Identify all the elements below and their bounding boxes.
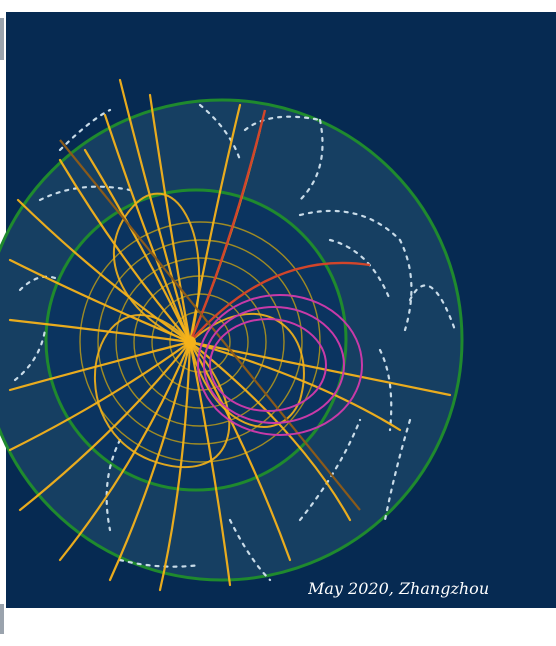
- particle-track: [8, 340, 192, 392]
- hit-trail: [58, 108, 112, 152]
- particle-track: [83, 148, 192, 344]
- handwritten-signature: May 2020, Zhangzhou: [307, 579, 489, 598]
- particle-track: [108, 340, 192, 582]
- particle-tracks: [8, 78, 452, 592]
- detector-hits: [13, 103, 457, 582]
- tracker-ring: [115, 257, 285, 427]
- tracker-ring: [79, 221, 321, 463]
- hit-trail: [408, 284, 457, 332]
- hit-trail: [13, 328, 47, 382]
- hit-trail: [328, 238, 392, 302]
- magenta-spiral: [209, 318, 327, 412]
- hit-trail: [118, 558, 202, 568]
- particle-track: [148, 93, 192, 344]
- particle-track: [58, 340, 192, 562]
- hit-trail: [378, 348, 393, 432]
- particle-track: [18, 340, 192, 512]
- artist-signature: May 2020, Zhangzhou: [307, 568, 548, 608]
- particle-track: [8, 258, 192, 344]
- red-track: [189, 261, 371, 343]
- particle-track: [8, 340, 192, 452]
- particle-track: [8, 318, 192, 344]
- particle-track: [188, 340, 402, 432]
- hit-trail: [298, 118, 324, 202]
- hit-trail: [198, 103, 242, 162]
- left-edge-mark-top: [0, 18, 4, 60]
- hit-trail: [105, 438, 122, 532]
- hit-trail: [228, 518, 272, 582]
- magenta-spiral: [197, 294, 363, 436]
- left-edge-mark-bottom: [0, 604, 4, 634]
- hit-trail: [383, 418, 412, 522]
- signature-text: May 2020, Zhangzhou: [308, 579, 489, 598]
- particle-track: [58, 158, 192, 344]
- looping-track: [112, 192, 201, 343]
- tracker-ring: [97, 239, 303, 445]
- particle-track: [188, 340, 352, 522]
- inner-detector-ring: [44, 188, 348, 492]
- brown-track: [59, 139, 361, 511]
- highlighted-tracks: [59, 109, 371, 511]
- looping-track: [93, 314, 231, 469]
- particle-track: [16, 198, 192, 344]
- hit-trail: [298, 209, 413, 332]
- collision-point: [184, 336, 196, 348]
- particle-track: [188, 340, 232, 587]
- particle-track: [158, 340, 192, 592]
- red-track: [188, 109, 267, 343]
- particle-track: [118, 78, 192, 344]
- magenta-spiral: [203, 306, 345, 424]
- looping-track: [189, 312, 305, 428]
- particle-track: [103, 113, 192, 344]
- hit-trail: [38, 185, 132, 202]
